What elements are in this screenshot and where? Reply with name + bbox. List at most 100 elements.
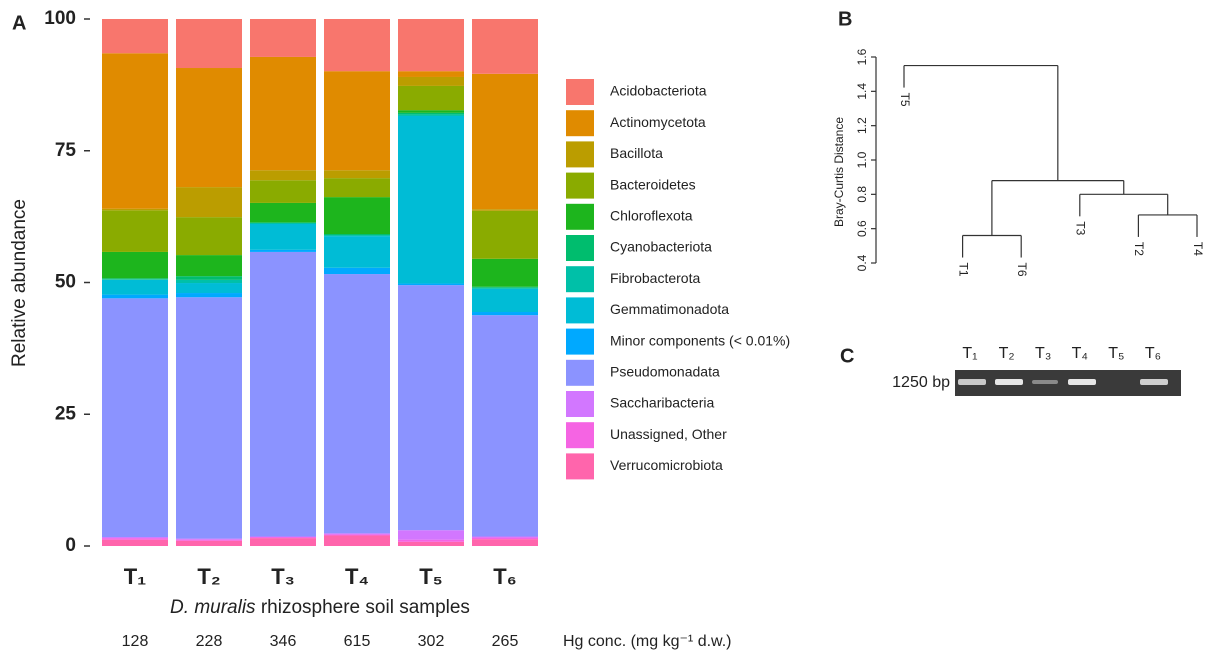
legend-key: [566, 329, 594, 355]
legend-label: Bacillota: [610, 145, 663, 161]
bar-segment: [176, 276, 242, 280]
legend-label: Saccharibacteria: [610, 395, 714, 411]
y-tick-label: 0: [65, 535, 76, 556]
gel-band: [1068, 379, 1096, 385]
bar-segment: [398, 71, 464, 77]
bar-segment: [398, 530, 464, 539]
legend-label: Chloroflexota: [610, 208, 693, 224]
bar-segment: [324, 274, 390, 533]
bar-segment: [472, 315, 538, 536]
gel-band: [995, 379, 1023, 385]
gel-band: [1032, 380, 1058, 384]
x-tick-label: T₅: [419, 564, 443, 589]
x-axis-label-species: D. muralis: [170, 597, 256, 618]
bar-segment: [176, 541, 242, 546]
bar-segment: [250, 170, 316, 180]
bar-segment: [176, 293, 242, 297]
bar-segment: [398, 285, 464, 530]
leaf-label: T1: [956, 263, 970, 277]
hg-value: 265: [492, 633, 519, 650]
leaf-label: T3: [1074, 221, 1088, 235]
gel-lane-label: T₁: [962, 345, 977, 362]
legend-key: [566, 204, 594, 230]
y-tick-label: 0.6: [855, 220, 869, 237]
hg-value: 128: [122, 633, 149, 650]
bar-segment: [472, 19, 538, 74]
bar-segment: [102, 252, 168, 278]
gel-marker-label: 1250 bp: [892, 374, 950, 391]
leaf-label: T6: [1015, 263, 1029, 277]
bar-segment: [324, 170, 390, 178]
x-tick-label: T₁: [124, 564, 147, 589]
legend-key: [566, 110, 594, 136]
bar-segment: [102, 280, 168, 295]
bar-segment: [102, 19, 168, 53]
bar-segment: [176, 540, 242, 541]
bar-segment: [398, 77, 464, 86]
bar-segment: [324, 19, 390, 71]
bar-segment: [472, 74, 538, 209]
bar-segment: [398, 19, 464, 71]
legend-key: [566, 235, 594, 261]
gel-lane-label: T₄: [1072, 345, 1088, 362]
legend-label: Bacteroidetes: [610, 176, 696, 192]
y-tick-label: 1.4: [855, 83, 869, 100]
y-tick-label: 0.8: [855, 186, 869, 203]
hg-value: 346: [270, 633, 297, 650]
bar-segment: [250, 252, 316, 537]
bar-segment: [472, 287, 538, 288]
bar-segment: [324, 71, 390, 170]
legend-key: [566, 360, 594, 386]
bar-segment: [250, 180, 316, 203]
legend-key: [566, 79, 594, 105]
bar-segment: [102, 538, 168, 540]
leaf-label: T5: [898, 93, 912, 107]
legend-label: Fibrobacterota: [610, 270, 700, 286]
y-tick-label: 75: [55, 140, 77, 161]
gel-lane-label: T₂: [999, 345, 1015, 362]
x-tick-label: T₃: [271, 564, 295, 589]
bar-segment: [176, 217, 242, 255]
bar-segment: [250, 538, 316, 546]
bar-segment: [250, 223, 316, 224]
bar-segment: [102, 279, 168, 280]
y-tick-label: 1.2: [855, 117, 869, 134]
bar-segment: [472, 259, 538, 287]
bar-segment: [102, 540, 168, 546]
gel: [955, 370, 1181, 396]
bar-segment: [102, 537, 168, 538]
bar-segment: [176, 539, 242, 540]
gel-lane-label: T₅: [1108, 345, 1124, 362]
hg-value: 615: [344, 633, 371, 650]
bar-segment: [398, 114, 464, 116]
bar-segment: [324, 268, 390, 274]
leaf-label: T4: [1191, 242, 1205, 256]
bar-segment: [324, 533, 390, 534]
y-tick-label: 25: [55, 403, 77, 424]
legend-label: Verrucomicrobiota: [610, 457, 723, 473]
gel-band: [958, 379, 986, 385]
bar-segment: [102, 209, 168, 211]
bar-segment: [176, 187, 242, 217]
y-tick-label: 1.6: [855, 48, 869, 65]
hg-value: 228: [196, 633, 223, 650]
bar-segment: [176, 68, 242, 187]
legend-key: [566, 173, 594, 199]
bar-segment: [250, 537, 316, 538]
bar-segment: [250, 19, 316, 57]
bar-segment: [398, 110, 464, 113]
x-tick-label: T₂: [197, 564, 220, 589]
legend-key: [566, 266, 594, 292]
bar-segment: [176, 283, 242, 293]
leaf-label: T2: [1132, 242, 1146, 256]
legend-label: Acidobacteriota: [610, 83, 707, 99]
y-axis-label: Bray-Curtis Distance: [832, 117, 846, 227]
bar-segment: [398, 284, 464, 286]
y-tick-label: 50: [55, 272, 76, 293]
bar-segment: [398, 116, 464, 284]
legend-key: [566, 141, 594, 167]
bar-segment: [398, 542, 464, 546]
bar-segment: [176, 19, 242, 68]
bar-segment: [472, 211, 538, 259]
figure: A B C Relative abundance D. muralis rhiz…: [0, 0, 1207, 656]
